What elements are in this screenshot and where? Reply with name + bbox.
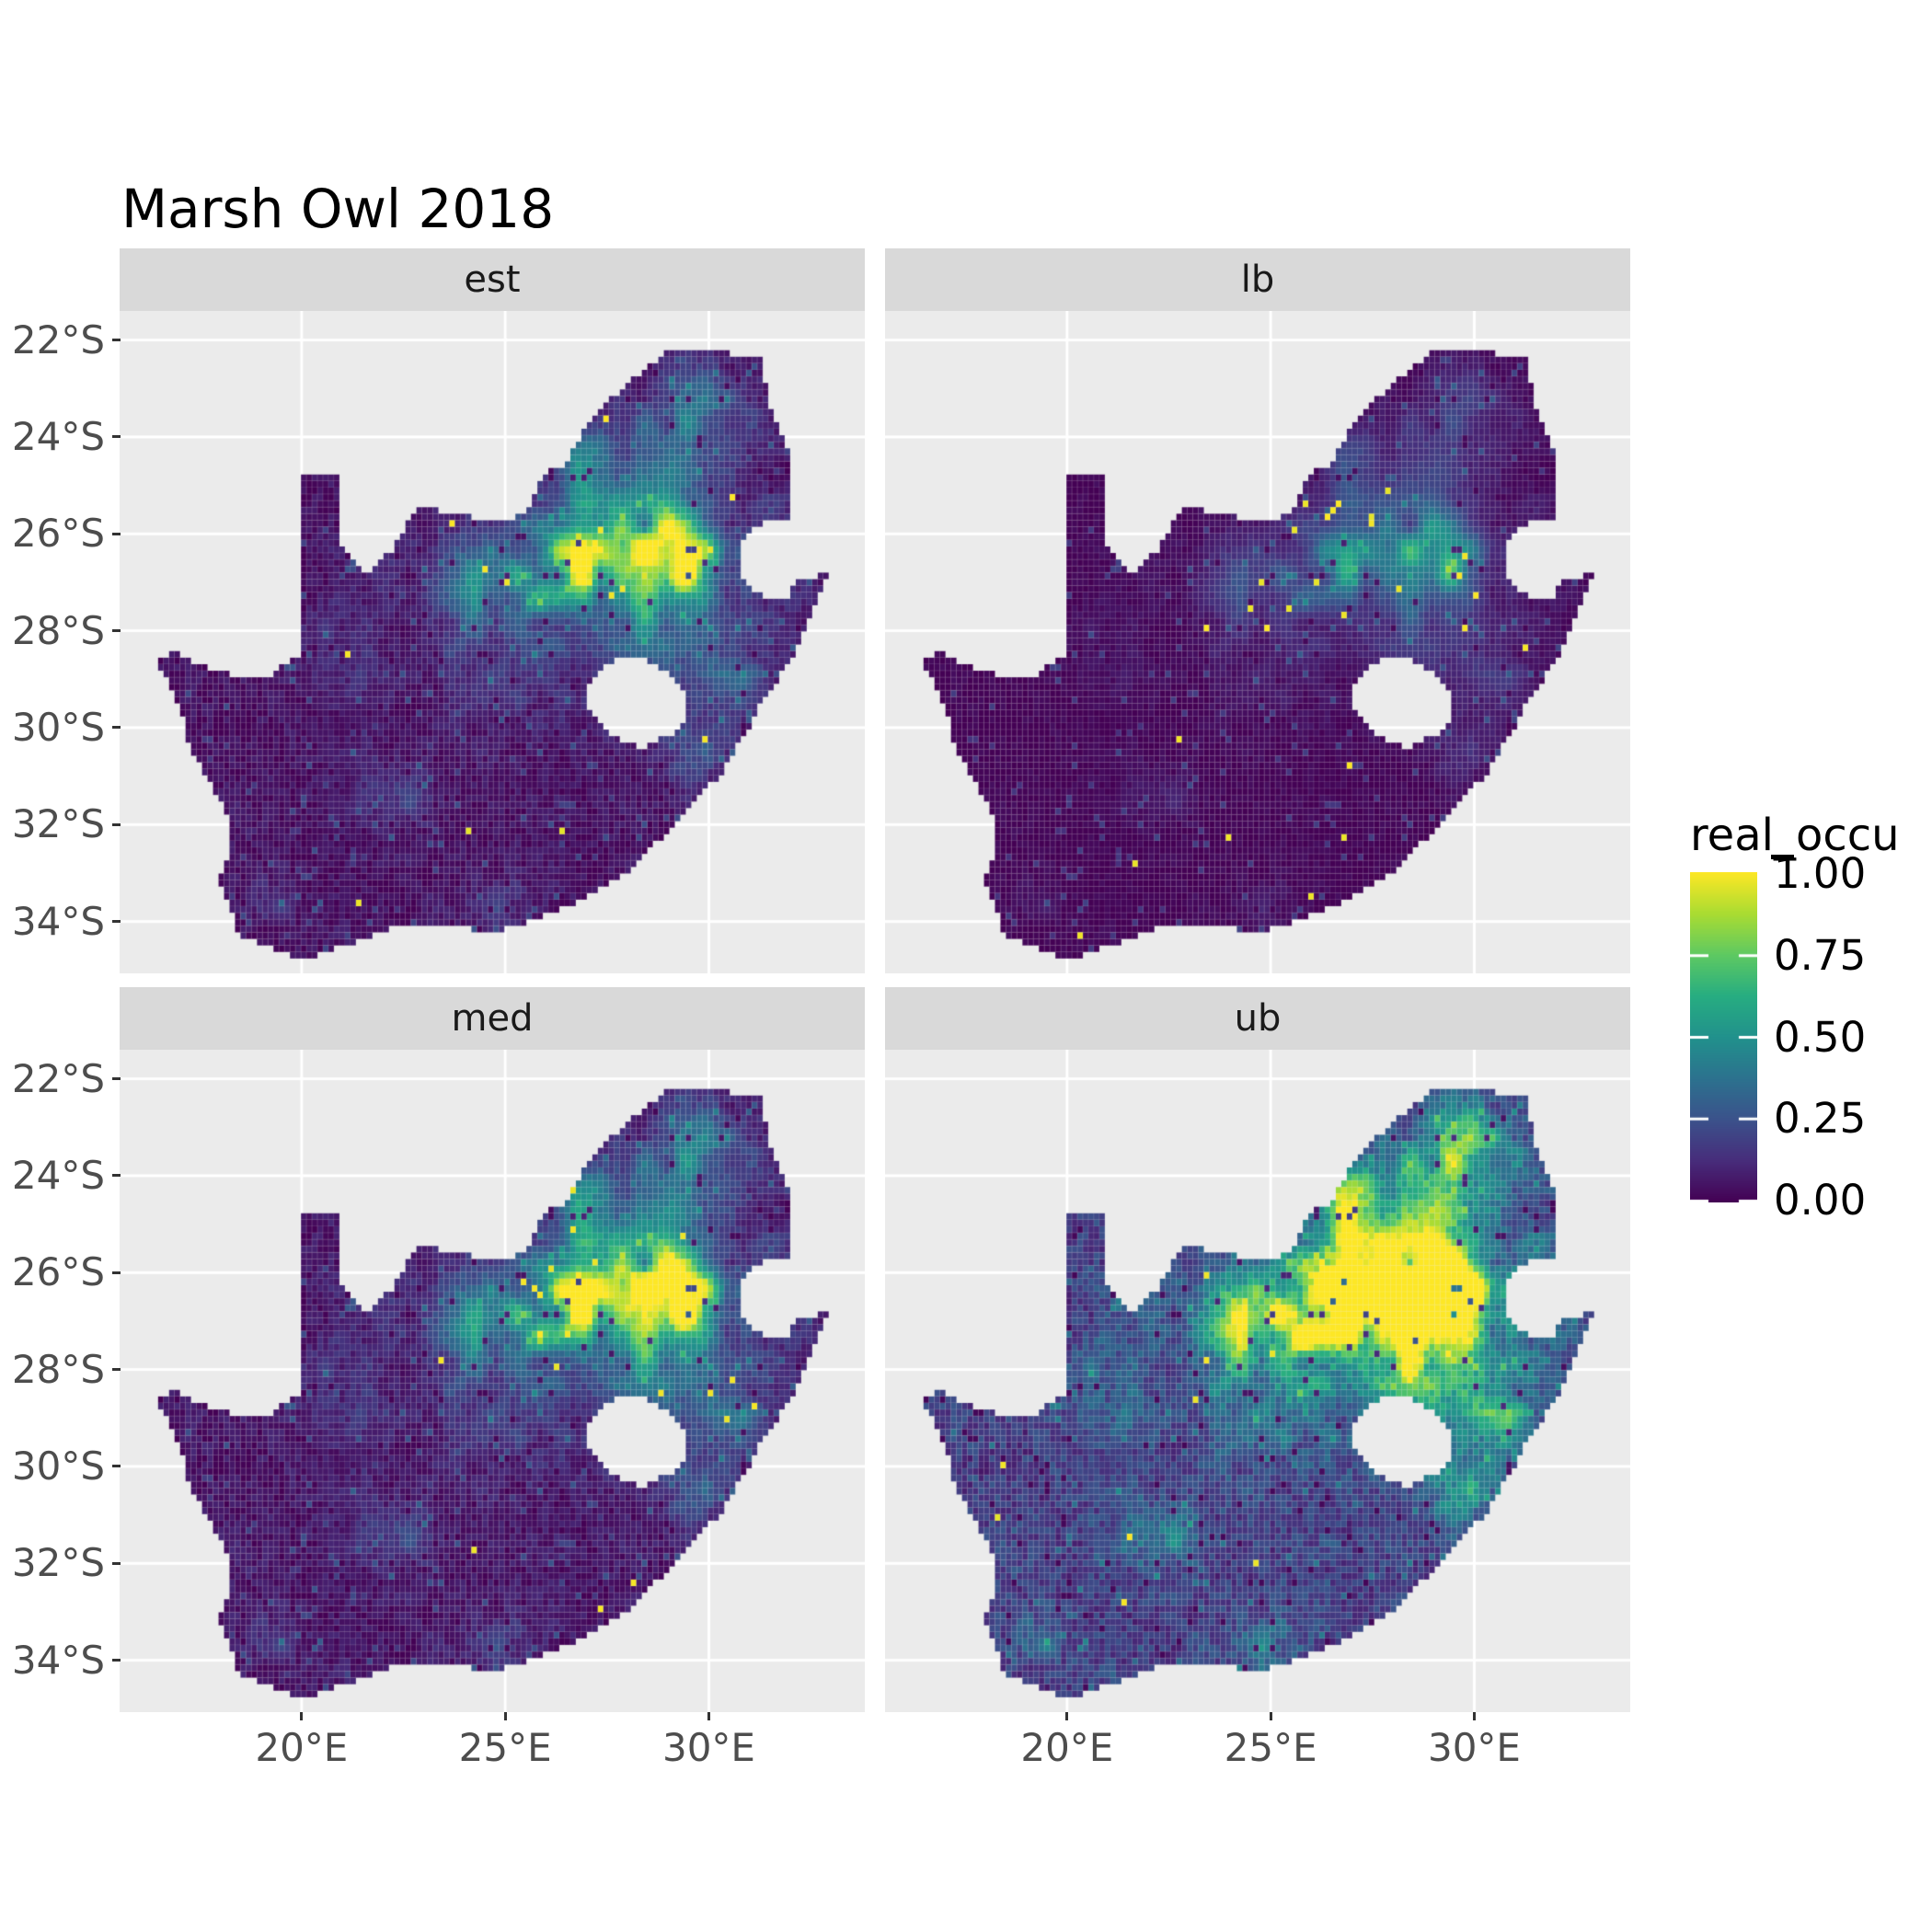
legend-title: real_occu <box>1690 810 1900 861</box>
y-tick-mark <box>112 1368 121 1372</box>
y-tick-mark <box>112 726 121 730</box>
y-tick-mark <box>112 822 121 826</box>
map-panel-ub <box>885 1050 1630 1712</box>
x-tick-mark <box>1472 1712 1476 1720</box>
y-tick-label: 34°S <box>11 898 105 944</box>
y-tick-mark <box>112 1465 121 1468</box>
x-tick-label: 30°E <box>1427 1725 1521 1770</box>
x-tick-label: 25°E <box>1224 1725 1317 1770</box>
y-tick-mark <box>112 532 121 535</box>
y-tick-label: 24°S <box>11 413 105 459</box>
legend-label: 0.25 <box>1774 1094 1867 1144</box>
x-tick-mark <box>707 1712 710 1720</box>
legend-label: 0.00 <box>1774 1176 1867 1225</box>
y-tick-label: 26°S <box>11 511 105 557</box>
y-tick-label: 30°S <box>11 1443 105 1489</box>
y-tick-label: 28°S <box>11 1346 105 1392</box>
legend-colorbar <box>1690 872 1757 1202</box>
y-tick-label: 24°S <box>11 1152 105 1198</box>
x-tick-label: 20°E <box>255 1725 349 1770</box>
y-tick-mark <box>112 435 121 439</box>
facet-strip-label: med <box>451 997 534 1040</box>
x-tick-mark <box>1269 1712 1272 1720</box>
y-tick-label: 22°S <box>11 1055 105 1101</box>
x-tick-label: 30°E <box>661 1725 755 1770</box>
legend-label: 0.75 <box>1774 930 1867 980</box>
map-panel-lb <box>885 311 1630 973</box>
y-tick-mark <box>112 1271 121 1274</box>
legend-label: 1.00 <box>1774 849 1867 898</box>
y-tick-mark <box>112 339 121 342</box>
y-tick-mark <box>112 1077 121 1081</box>
map-panel-med <box>120 1050 865 1712</box>
y-tick-label: 32°S <box>11 1540 105 1586</box>
facet-strip-label: est <box>464 259 521 301</box>
y-tick-label: 32°S <box>11 801 105 847</box>
facet-strip-med: med <box>120 987 865 1050</box>
x-tick-label: 25°E <box>458 1725 552 1770</box>
y-tick-label: 22°S <box>11 316 105 362</box>
y-tick-label: 28°S <box>11 607 105 653</box>
facet-strip-lb: lb <box>885 248 1630 311</box>
legend-label: 0.50 <box>1774 1012 1867 1062</box>
map-panel-est <box>120 311 865 973</box>
facet-strip-label: ub <box>1234 997 1282 1040</box>
facet-strip-est: est <box>120 248 865 311</box>
x-tick-mark <box>300 1712 304 1720</box>
y-tick-label: 34°S <box>11 1637 105 1683</box>
y-tick-mark <box>112 1561 121 1565</box>
facet-strip-label: lb <box>1240 259 1275 301</box>
legend-top-tick <box>1771 855 1794 859</box>
y-tick-mark <box>112 1659 121 1662</box>
x-tick-mark <box>1065 1712 1069 1720</box>
y-tick-mark <box>112 629 121 633</box>
y-tick-mark <box>112 1174 121 1178</box>
facet-strip-ub: ub <box>885 987 1630 1050</box>
y-tick-label: 30°S <box>11 704 105 750</box>
x-tick-mark <box>503 1712 507 1720</box>
y-tick-mark <box>112 920 121 924</box>
plot-title: Marsh Owl 2018 <box>121 178 555 240</box>
x-tick-label: 20°E <box>1020 1725 1114 1770</box>
y-tick-label: 26°S <box>11 1249 105 1295</box>
